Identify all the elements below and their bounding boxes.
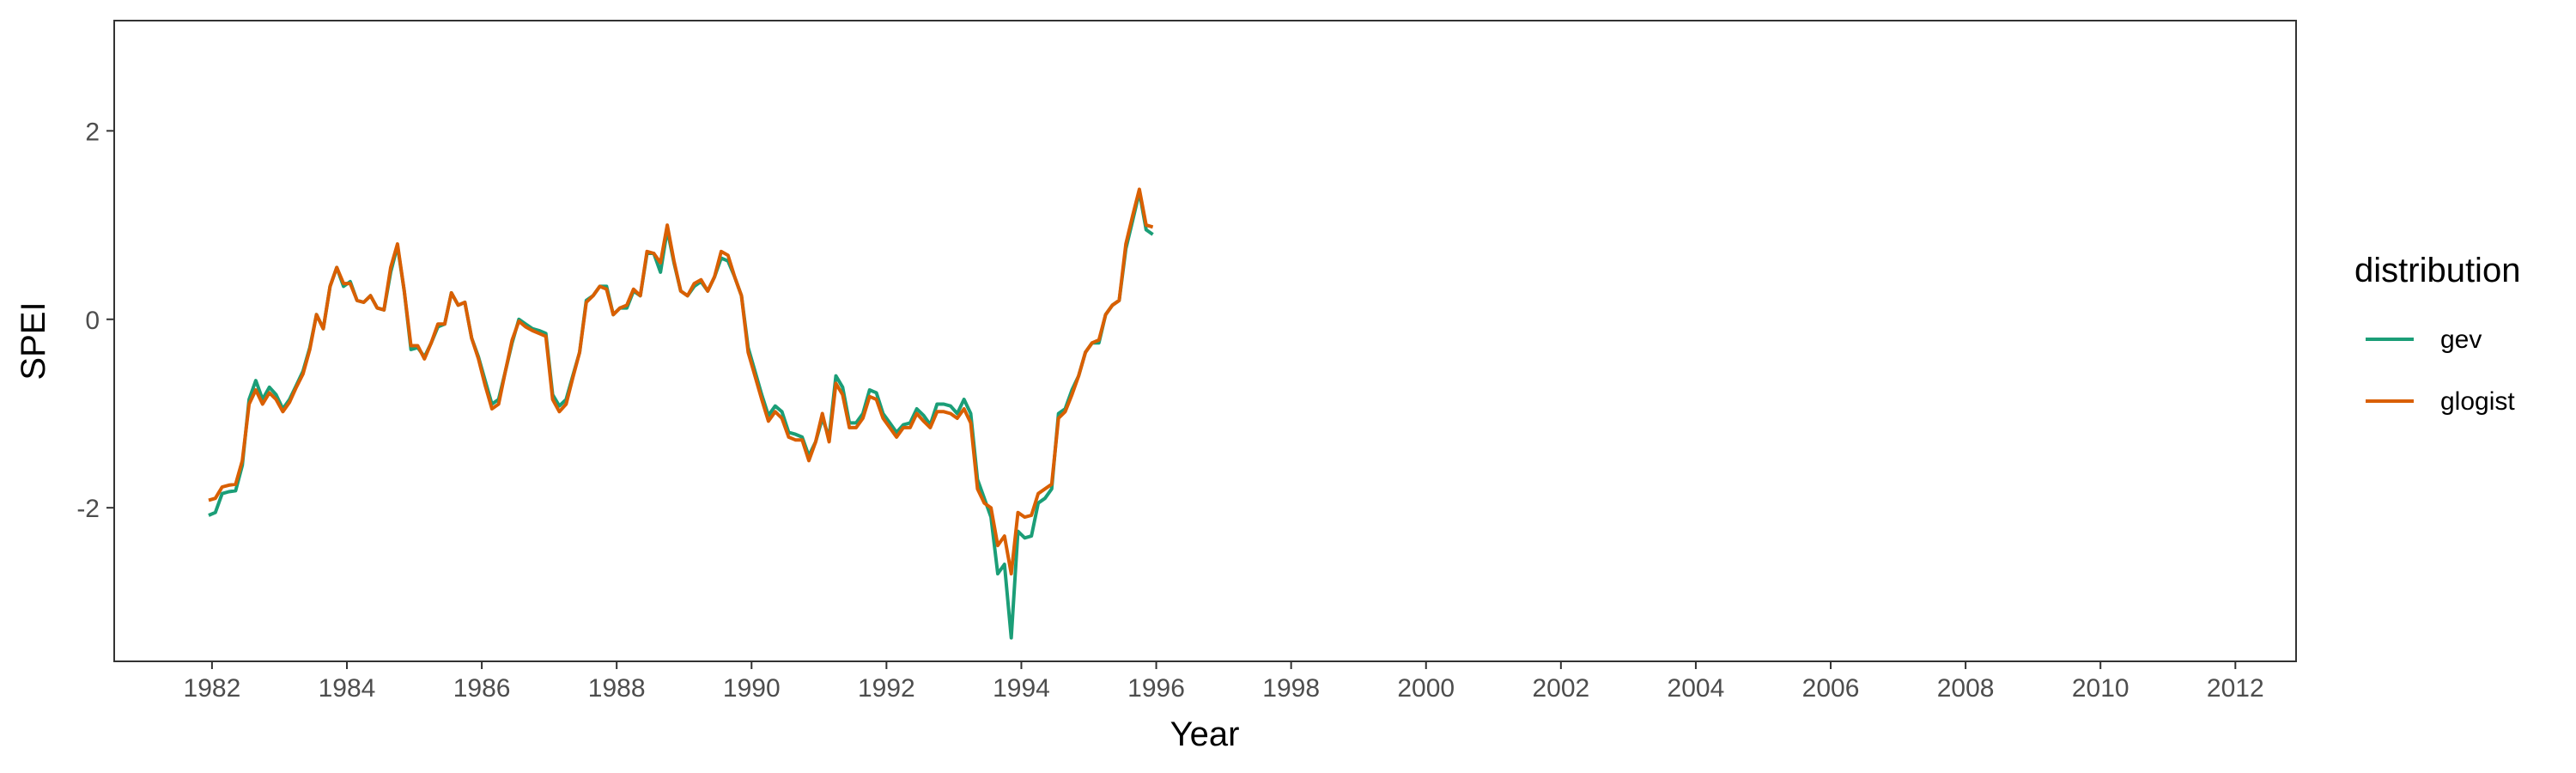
y-tick-label: 0 [85,307,100,335]
x-tick-label: 1996 [1127,674,1185,703]
x-tick-label: 1994 [993,674,1050,703]
x-tick-label: 1998 [1262,674,1320,703]
x-tick-label: 2000 [1397,674,1455,703]
x-tick-label: 2006 [1802,674,1860,703]
x-tick-label: 1982 [184,674,241,703]
x-tick-label: 1990 [723,674,781,703]
legend: distribution gev glogist [2354,252,2520,416]
series-lines [208,187,1154,640]
legend-label-gev: gev [2440,326,2482,354]
legend-title: distribution [2354,252,2520,289]
x-tick-label: 2004 [1668,674,1725,703]
y-axis-title: SPEI [15,301,52,380]
x-tick-label: 2010 [2072,674,2129,703]
legend-label-glogist: glogist [2440,387,2515,416]
plot-panel [113,20,2297,662]
x-axis-title: Year [1170,715,1240,753]
series-line-glogist [208,187,1154,575]
x-tick-label: 2008 [1937,674,1995,703]
y-tick-label: 2 [85,118,100,146]
x-tick-label: 1988 [588,674,646,703]
x-tick-label: 1984 [319,674,376,703]
x-tick-label: 1986 [453,674,511,703]
x-tick-label: 1992 [858,674,915,703]
x-tick-label: 2002 [1532,674,1589,703]
x-tick-label: 2012 [2207,674,2264,703]
x-axis: 1982 1984 1986 1988 1990 1992 1994 1996 1998 2000… [184,661,2264,703]
y-tick-label: -2 [76,495,100,523]
y-axis: -2 0 2 [76,118,114,523]
